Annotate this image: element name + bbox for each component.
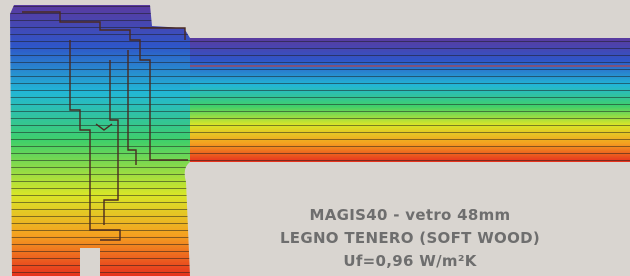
thermal-simulation-page: MAGIS40 - vetro 48mm LEGNO TENERO (SOFT …: [0, 0, 630, 276]
caption-line: Uf=0,96 W/m²K: [230, 252, 590, 270]
glass-isotherms: [190, 38, 630, 162]
caption-line: LEGNO TENERO (SOFT WOOD): [230, 229, 590, 247]
caption-line: MAGIS40 - vetro 48mm: [230, 206, 590, 224]
frame-isotherms: [10, 5, 190, 276]
